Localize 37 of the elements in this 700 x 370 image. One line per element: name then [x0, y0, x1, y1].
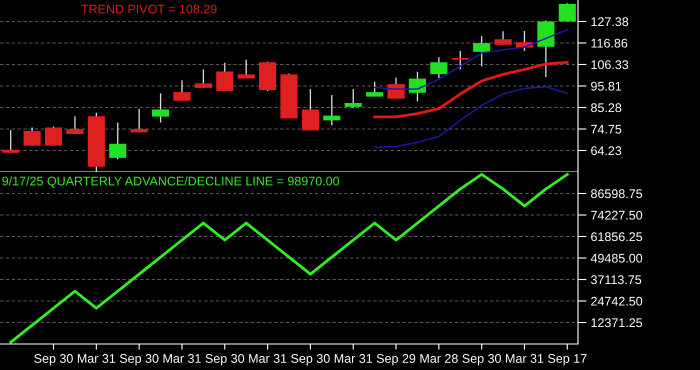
y-tick-label: 61856.25 [591, 232, 642, 242]
candlestick [344, 89, 362, 108]
y-tick-label: 24742.50 [591, 296, 642, 306]
text: TREND PIVOT = 108.29 [81, 4, 217, 14]
y-tick-label: 74.75 [591, 124, 622, 134]
y-tick-label: 12371.25 [591, 318, 642, 328]
candlestick [2, 130, 20, 153]
line-series [373, 60, 569, 118]
candlestick [323, 94, 340, 126]
y-tick-label: 85.28 [591, 103, 622, 112]
candlestick [130, 108, 148, 132]
y-tick-label: 95.81 [591, 82, 622, 91]
candlestick [238, 60, 255, 78]
y-tick-label: 106.33 [591, 60, 628, 70]
x-tick-label: Sep 17 [548, 354, 586, 366]
x-tick-label: Mar 28 [420, 354, 458, 363]
y-tick-label: 127.38 [591, 17, 628, 26]
x-tick-label: Mar 31 [334, 354, 372, 363]
x-tick-label: Sep 30 [120, 354, 158, 366]
x-tick-label: Sep 29 [376, 354, 416, 366]
x-tick-label: Sep 30 [206, 354, 244, 366]
x-tick-label: Sep 30 [291, 354, 330, 366]
x-tick-label: Sep 30 [462, 354, 501, 366]
x-tick-label: Mar 31 [164, 354, 201, 363]
y-tick-label: 49485.00 [590, 254, 642, 263]
line-series [374, 86, 568, 148]
x-tick-label: Mar 31 [506, 354, 544, 363]
y-tick-label: 37113.75 [590, 275, 642, 284]
x-tick-label: Mar 31 [249, 354, 286, 363]
y-tick-label: 116.86 [591, 38, 628, 48]
y-tick-label: 64.23 [591, 146, 622, 156]
x-tick-label: Sep 30 [34, 354, 73, 366]
text: 9/17/25 QUARTERLY ADVANCE/DECLINE LINE = 98970.00 [2, 176, 340, 188]
y-tick-label: 74227.50 [591, 210, 642, 220]
y-tick-label: 86598.75 [591, 189, 642, 198]
x-tick-label: Mar 31 [78, 354, 116, 363]
candlestick [452, 50, 469, 70]
